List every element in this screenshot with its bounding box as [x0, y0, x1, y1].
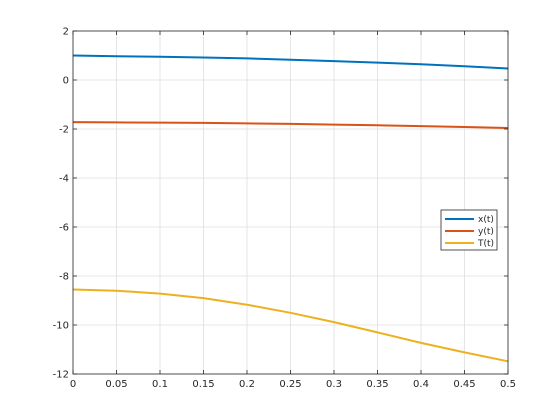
y-tick-label: 2 — [63, 27, 69, 38]
x-tick-label: 0.35 — [366, 379, 388, 390]
series-line-2 — [72, 121, 509, 129]
x-tick-label: 0.4 — [413, 379, 429, 390]
x-tick-label: 0.2 — [239, 379, 255, 390]
legend-label: x(t) — [478, 215, 494, 225]
y-tick-label: -8 — [59, 272, 69, 283]
y-tick-label: -6 — [59, 223, 69, 234]
legend: x(t) y(t) T(t) — [440, 209, 498, 251]
series-lines — [72, 54, 509, 363]
x-tick-label: 0.5 — [500, 379, 516, 390]
y-tick-label: -2 — [59, 125, 69, 136]
x-tick-label: 0.05 — [105, 379, 127, 390]
x-tick-label: 0 — [70, 379, 76, 390]
x-tick-label: 0.3 — [326, 379, 342, 390]
x-tick-label: 0.15 — [192, 379, 214, 390]
y-tick-labels: 2 0 -2 -4 -6 -8 -10 -12 — [53, 27, 69, 381]
x-tick-label: 0.45 — [453, 379, 475, 390]
series-line-1 — [72, 54, 509, 70]
x-tick-labels: 0 0.05 0.1 0.15 0.2 0.25 0.3 0.35 0.4 0.45 0.5 — [70, 379, 516, 390]
legend-label: y(t) — [478, 227, 494, 237]
series-line-3 — [72, 288, 509, 363]
x-tick-label: 0.25 — [279, 379, 301, 390]
y-tick-label: 0 — [63, 76, 69, 87]
tick-marks — [72, 30, 509, 375]
y-tick-label: -12 — [53, 370, 69, 381]
legend-label: T(t) — [477, 239, 494, 249]
x-tick-label: 0.1 — [152, 379, 168, 390]
y-tick-label: -4 — [59, 174, 69, 185]
y-tick-label: -10 — [53, 321, 69, 332]
